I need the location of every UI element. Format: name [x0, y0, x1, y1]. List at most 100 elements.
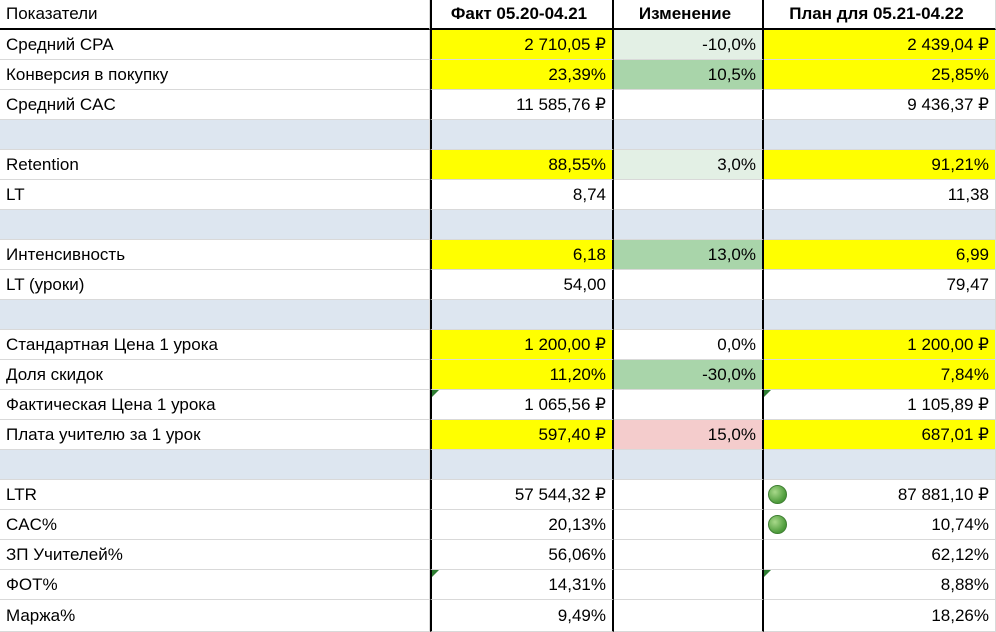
plan-cell[interactable]: 62,12%: [764, 540, 996, 570]
comment-marker-icon[interactable]: [764, 390, 771, 397]
row-label[interactable]: Доля скидок: [0, 360, 430, 390]
change-cell[interactable]: [614, 450, 764, 480]
row-label[interactable]: [0, 300, 430, 330]
header-indicators[interactable]: Показатели: [0, 0, 430, 30]
plan-cell[interactable]: 18,26%: [764, 600, 996, 632]
plan-cell[interactable]: 687,01 ₽: [764, 420, 996, 450]
row-label[interactable]: Маржа%: [0, 600, 430, 632]
header-fact[interactable]: Факт 05.20-04.21: [430, 0, 614, 30]
plan-cell[interactable]: 8,88%: [764, 570, 996, 600]
change-cell[interactable]: [614, 480, 764, 510]
green-circle-icon: [768, 515, 787, 534]
table-row: Конверсия в покупку 23,39% 10,5% 25,85%: [0, 60, 996, 90]
change-cell[interactable]: [614, 180, 764, 210]
row-label[interactable]: ФОТ%: [0, 570, 430, 600]
plan-cell[interactable]: [764, 210, 996, 240]
fact-cell[interactable]: 11,20%: [430, 360, 614, 390]
row-label[interactable]: LT: [0, 180, 430, 210]
plan-cell[interactable]: 10,74%: [764, 510, 996, 540]
fact-cell[interactable]: [430, 120, 614, 150]
row-label[interactable]: [0, 210, 430, 240]
comment-marker-icon[interactable]: [432, 570, 439, 577]
change-cell[interactable]: 13,0%: [614, 240, 764, 270]
plan-cell[interactable]: 9 436,37 ₽: [764, 90, 996, 120]
row-label[interactable]: LT (уроки): [0, 270, 430, 300]
fact-cell[interactable]: 54,00: [430, 270, 614, 300]
change-cell[interactable]: [614, 600, 764, 632]
change-cell[interactable]: [614, 120, 764, 150]
row-label[interactable]: Средний CPA: [0, 30, 430, 60]
plan-cell[interactable]: 11,38: [764, 180, 996, 210]
fact-cell[interactable]: [430, 300, 614, 330]
plan-cell[interactable]: [764, 450, 996, 480]
plan-cell[interactable]: 2 439,04 ₽: [764, 30, 996, 60]
plan-cell[interactable]: 1 200,00 ₽: [764, 330, 996, 360]
row-label[interactable]: Стандартная Цена 1 урока: [0, 330, 430, 360]
plan-value: 8,88%: [940, 574, 989, 594]
fact-cell[interactable]: 8,74: [430, 180, 614, 210]
row-label[interactable]: Конверсия в покупку: [0, 60, 430, 90]
change-cell[interactable]: -30,0%: [614, 360, 764, 390]
table-row: LTR 57 544,32 ₽ 87 881,10 ₽: [0, 480, 996, 510]
separator-row: [0, 450, 996, 480]
fact-cell[interactable]: 23,39%: [430, 60, 614, 90]
row-label[interactable]: ЗП Учителей%: [0, 540, 430, 570]
fact-cell[interactable]: 56,06%: [430, 540, 614, 570]
change-cell[interactable]: [614, 90, 764, 120]
plan-cell[interactable]: [764, 120, 996, 150]
plan-cell[interactable]: 91,21%: [764, 150, 996, 180]
row-label[interactable]: Фактическая Цена 1 урока: [0, 390, 430, 420]
fact-cell[interactable]: 11 585,76 ₽: [430, 90, 614, 120]
fact-cell[interactable]: 14,31%: [430, 570, 614, 600]
plan-cell[interactable]: 6,99: [764, 240, 996, 270]
change-cell[interactable]: 3,0%: [614, 150, 764, 180]
fact-value: 14,31%: [548, 574, 606, 594]
table-row: LT (уроки) 54,00 79,47: [0, 270, 996, 300]
plan-cell[interactable]: [764, 300, 996, 330]
fact-cell[interactable]: 1 065,56 ₽: [430, 390, 614, 420]
fact-cell[interactable]: 57 544,32 ₽: [430, 480, 614, 510]
change-cell[interactable]: [614, 510, 764, 540]
table-row: Стандартная Цена 1 урока 1 200,00 ₽ 0,0%…: [0, 330, 996, 360]
fact-cell[interactable]: 1 200,00 ₽: [430, 330, 614, 360]
change-cell[interactable]: -10,0%: [614, 30, 764, 60]
header-plan[interactable]: План для 05.21-04.22: [764, 0, 996, 30]
fact-cell[interactable]: 2 710,05 ₽: [430, 30, 614, 60]
row-label[interactable]: Плата учителю за 1 урок: [0, 420, 430, 450]
table-row: ФОТ% 14,31% 8,88%: [0, 570, 996, 600]
plan-cell[interactable]: 1 105,89 ₽: [764, 390, 996, 420]
row-label[interactable]: Средний CAC: [0, 90, 430, 120]
change-cell[interactable]: [614, 300, 764, 330]
row-label[interactable]: LTR: [0, 480, 430, 510]
fact-cell[interactable]: 9,49%: [430, 600, 614, 632]
comment-marker-icon[interactable]: [764, 570, 771, 577]
change-cell[interactable]: [614, 570, 764, 600]
table-row: Плата учителю за 1 урок 597,40 ₽ 15,0% 6…: [0, 420, 996, 450]
change-cell[interactable]: 0,0%: [614, 330, 764, 360]
change-cell[interactable]: [614, 390, 764, 420]
separator-row: [0, 120, 996, 150]
change-cell[interactable]: [614, 540, 764, 570]
plan-value: 87 881,10 ₽: [897, 484, 989, 504]
plan-cell[interactable]: 25,85%: [764, 60, 996, 90]
fact-cell[interactable]: 6,18: [430, 240, 614, 270]
change-cell[interactable]: [614, 270, 764, 300]
fact-cell[interactable]: 20,13%: [430, 510, 614, 540]
change-cell[interactable]: [614, 210, 764, 240]
fact-cell[interactable]: 597,40 ₽: [430, 420, 614, 450]
row-label[interactable]: CAC%: [0, 510, 430, 540]
comment-marker-icon[interactable]: [432, 390, 439, 397]
change-cell[interactable]: 15,0%: [614, 420, 764, 450]
fact-cell[interactable]: [430, 450, 614, 480]
header-change[interactable]: Изменение: [614, 0, 764, 30]
row-label[interactable]: Retention: [0, 150, 430, 180]
plan-cell[interactable]: 79,47: [764, 270, 996, 300]
fact-cell[interactable]: [430, 210, 614, 240]
row-label[interactable]: [0, 120, 430, 150]
row-label[interactable]: [0, 450, 430, 480]
row-label[interactable]: Интенсивность: [0, 240, 430, 270]
plan-cell[interactable]: 7,84%: [764, 360, 996, 390]
fact-cell[interactable]: 88,55%: [430, 150, 614, 180]
change-cell[interactable]: 10,5%: [614, 60, 764, 90]
plan-cell[interactable]: 87 881,10 ₽: [764, 480, 996, 510]
